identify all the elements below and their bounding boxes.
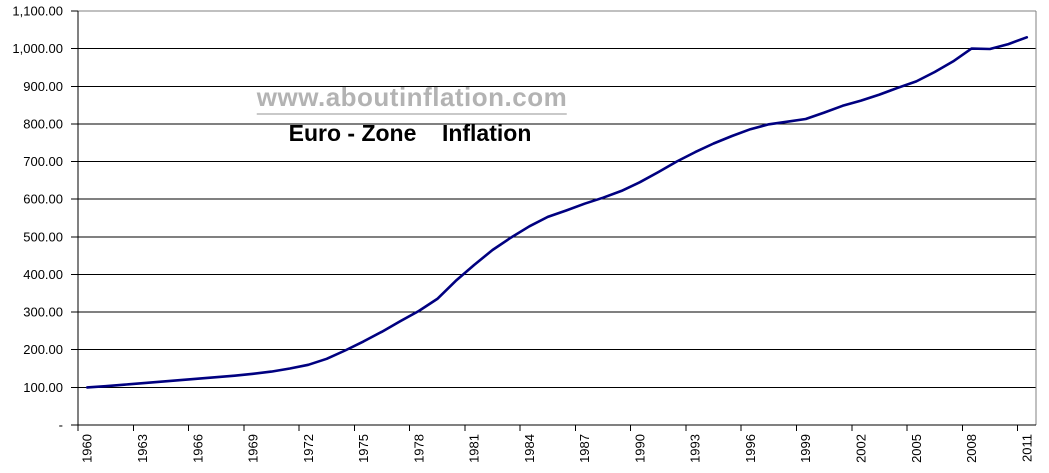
x-axis-label: 2008 — [964, 434, 979, 463]
y-axis-label: 100.00 — [23, 380, 63, 395]
x-axis-label: 1990 — [632, 434, 647, 463]
y-axis-label: 600.00 — [23, 192, 63, 207]
x-axis-label: 1987 — [577, 434, 592, 463]
x-axis-label: 1972 — [301, 434, 316, 463]
x-axis-label: 1993 — [688, 434, 703, 463]
y-axis-label: 1,100.00 — [12, 4, 63, 19]
x-axis-label: 1996 — [743, 434, 758, 463]
x-axis-label: 1999 — [798, 434, 813, 463]
x-axis-label: 1984 — [522, 434, 537, 463]
y-axis-label: 800.00 — [23, 116, 63, 131]
y-axis-label: 400.00 — [23, 267, 63, 282]
y-axis-label: 700.00 — [23, 154, 63, 169]
x-axis-label: 1966 — [190, 434, 205, 463]
x-axis-label: 1981 — [467, 434, 482, 463]
y-axis-label: 500.00 — [23, 229, 63, 244]
y-axis-label: 900.00 — [23, 79, 63, 94]
y-axis-label: - — [59, 418, 63, 433]
inflation-series-line — [85, 35, 1029, 389]
y-axis-label: 200.00 — [23, 342, 63, 357]
x-axis-label: 2005 — [909, 434, 924, 463]
chart-title: Euro - Zone Inflation — [288, 120, 532, 146]
x-axis-label: 1978 — [411, 434, 426, 463]
watermark-text: www.aboutinflation.com — [256, 83, 568, 116]
x-axis-label: 1963 — [135, 434, 150, 463]
y-axis-label: 1,000.00 — [12, 41, 63, 56]
x-axis-label: 2011 — [1019, 434, 1034, 462]
x-axis-label: 1969 — [246, 434, 261, 463]
y-axis-label: 300.00 — [23, 305, 63, 320]
x-axis-label: 1975 — [356, 434, 371, 463]
x-axis-label: 2002 — [853, 434, 868, 463]
x-axis-label: 1960 — [80, 434, 95, 463]
plot-area — [78, 11, 1036, 425]
